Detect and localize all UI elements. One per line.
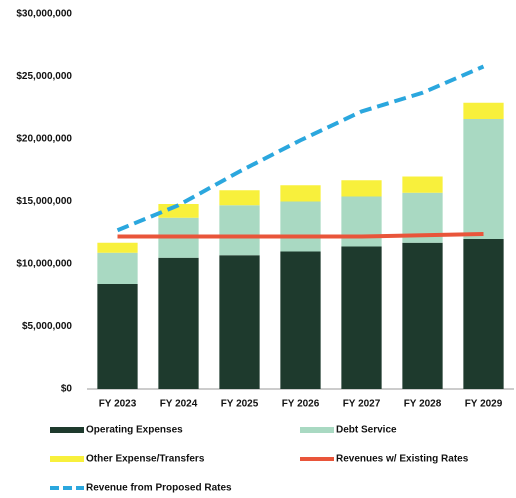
bar <box>97 242 138 253</box>
bar <box>158 257 199 389</box>
bar <box>97 284 138 389</box>
legend-label: Debt Service <box>336 425 397 436</box>
bar <box>341 196 382 247</box>
bar <box>97 252 138 284</box>
bar <box>280 185 321 202</box>
x-tick-label: FY 2023 <box>99 399 137 410</box>
legend-swatch <box>300 427 334 433</box>
bar <box>463 102 504 119</box>
y-tick-label: $30,000,000 <box>16 9 72 20</box>
y-tick-label: $20,000,000 <box>16 134 72 145</box>
y-tick-label: $25,000,000 <box>16 71 72 82</box>
legend-swatch <box>50 427 84 433</box>
bar <box>402 176 443 193</box>
y-tick-label: $15,000,000 <box>16 196 72 207</box>
legend-label: Other Expense/Transfers <box>86 454 205 465</box>
bar <box>219 205 260 256</box>
x-tick-label: FY 2026 <box>282 399 320 410</box>
bar <box>341 246 382 389</box>
legend-label: Operating Expenses <box>86 425 183 436</box>
line <box>117 232 484 239</box>
bar <box>463 239 504 389</box>
x-tick-label: FY 2027 <box>343 399 381 410</box>
legend-label: Revenue from Proposed Rates <box>86 483 232 494</box>
bar <box>280 201 321 252</box>
line <box>116 64 485 233</box>
y-tick-label: $10,000,000 <box>16 259 72 270</box>
y-tick-label: $0 <box>61 384 73 395</box>
legend-label: Revenues w/ Existing Rates <box>336 454 469 465</box>
bar <box>219 190 260 206</box>
bar <box>219 255 260 389</box>
bar <box>341 180 382 197</box>
bar <box>280 251 321 389</box>
x-tick-label: FY 2024 <box>160 399 198 410</box>
bar <box>402 242 443 389</box>
x-tick-label: FY 2029 <box>465 399 503 410</box>
legend-swatch <box>50 456 84 462</box>
y-tick-label: $5,000,000 <box>22 321 72 332</box>
x-tick-label: FY 2025 <box>221 399 259 410</box>
x-tick-label: FY 2028 <box>404 399 442 410</box>
bar <box>463 119 504 239</box>
